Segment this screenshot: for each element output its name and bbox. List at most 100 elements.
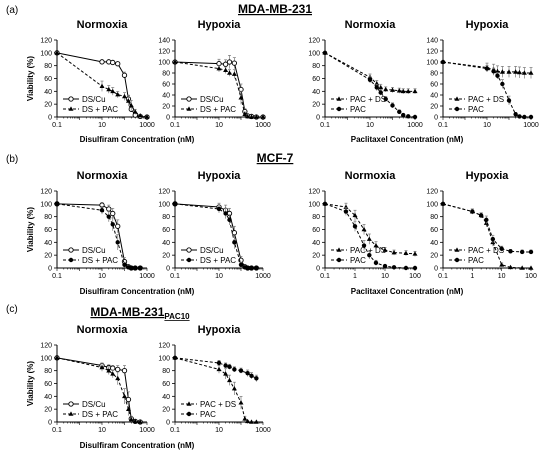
legend-entry: PAC + DS (468, 95, 504, 104)
data-point (238, 95, 244, 100)
y-tick-label: 120 (40, 189, 52, 196)
y-tick-label: 120 (158, 189, 170, 196)
x-tick-label: 100 (525, 273, 537, 280)
legend-marker (336, 96, 342, 101)
data-point (122, 393, 127, 399)
y-tick-label: 40 (312, 240, 320, 247)
data-point (172, 355, 178, 361)
data-point (484, 217, 489, 223)
data-point (254, 376, 259, 381)
data-point (132, 418, 138, 424)
y-tick-label: 40 (44, 240, 52, 247)
y-tick-label: 20 (44, 253, 52, 260)
legend-entry: PAC + DS (350, 246, 386, 255)
chart-b4: Hypoxia 0 20 40 60 80 100 120 0.1 1 10 100 PAC + DSP… (426, 170, 537, 280)
legend-marker (454, 257, 460, 263)
legend-entry: PAC (350, 105, 366, 114)
series-1 (172, 59, 266, 119)
x-tick-label: 0.1 (320, 122, 330, 129)
data-point (54, 355, 60, 360)
x-tick-label: 0.1 (438, 122, 448, 129)
legend-entry: DS/Cu (82, 400, 106, 409)
chart-a4: Hypoxia 0 20 40 60 80 100 120 140 0.1 10 1000 PAC + … (426, 19, 539, 129)
y-tick-label: 20 (44, 102, 52, 109)
y-tick-label: 100 (158, 201, 170, 208)
section-c-title-main: MDA-MB-231 (90, 305, 164, 319)
data-point (440, 59, 446, 65)
legend-marker (186, 96, 192, 102)
legend-marker (68, 401, 74, 407)
data-point (528, 265, 534, 270)
y-tick-label: 0 (316, 115, 320, 122)
x-tick-label: 10 (366, 122, 374, 129)
y-tick-label: 80 (162, 368, 170, 375)
legend-marker (336, 247, 342, 252)
legend-marker (68, 247, 74, 253)
data-point (231, 60, 238, 66)
data-point (390, 103, 395, 108)
legend-entry: PAC + DS (200, 400, 236, 409)
series-1 (172, 355, 259, 382)
y-tick-label: 60 (44, 76, 52, 83)
data-point (506, 69, 512, 74)
data-point (106, 86, 112, 92)
data-point (406, 114, 411, 119)
y-tick-label: 20 (162, 253, 170, 260)
data-point (121, 72, 128, 78)
y-tick-label: 60 (312, 227, 320, 234)
data-point (129, 265, 134, 271)
panel-title: Hypoxia (198, 19, 242, 31)
y-tick-label: 40 (162, 240, 170, 247)
data-point (137, 419, 143, 424)
data-point (478, 213, 484, 218)
x-tick-label: 1000 (139, 273, 155, 280)
y-tick-label: 0 (48, 420, 52, 427)
data-point (106, 214, 111, 219)
data-point (231, 386, 237, 391)
x-tick-label: 100 (409, 273, 421, 280)
data-point (391, 250, 397, 255)
data-point (128, 416, 134, 422)
y-tick-label: 80 (312, 63, 320, 70)
x-tick-label: 10 (215, 427, 223, 434)
x-tick-label: 10 (98, 427, 106, 434)
x-tick-label: 10 (215, 122, 223, 129)
data-point (513, 69, 519, 74)
legend-marker (336, 106, 342, 112)
data-point (367, 77, 373, 82)
y-tick-label: 140 (158, 38, 170, 45)
data-point (122, 262, 127, 267)
data-point (343, 209, 349, 214)
data-point (223, 363, 228, 368)
panel-title: Normoxia (77, 170, 129, 182)
data-point (138, 265, 143, 271)
y-tick-label: 120 (40, 343, 52, 350)
section-a-title: MDA-MB-231 (238, 2, 312, 16)
legend-entry: PAC + DS (468, 246, 504, 255)
chart-a1: Normoxia 0 20 40 60 80 100 120 0.1 10 1000 Viabilit… (26, 19, 155, 129)
data-point (115, 61, 121, 67)
y-tick-label: 60 (162, 381, 170, 388)
data-point (367, 252, 372, 258)
data-point (110, 365, 116, 371)
x-tick-label: 0.1 (52, 273, 62, 280)
xaxis-label-b-right: Paclitaxel Concentration (nM) (351, 287, 464, 296)
series-line (324, 52, 416, 118)
x-tick-label: 1000 (255, 122, 271, 129)
data-point (54, 50, 60, 55)
data-point (522, 114, 527, 120)
data-point (110, 59, 116, 66)
chart-a3: Normoxia 0 20 40 60 80 100 120 0.1 10 1000 PAC + DS… (308, 19, 423, 129)
data-point (519, 249, 525, 255)
legend-entry: DS/Cu (200, 95, 224, 104)
data-point (382, 263, 388, 269)
y-tick-label: 40 (430, 240, 438, 247)
data-point (322, 201, 328, 207)
data-point (216, 360, 222, 366)
data-point (115, 223, 121, 229)
panel-title: Hypoxia (466, 19, 510, 31)
data-point (249, 265, 254, 271)
data-point (115, 91, 121, 97)
data-point (128, 102, 134, 108)
